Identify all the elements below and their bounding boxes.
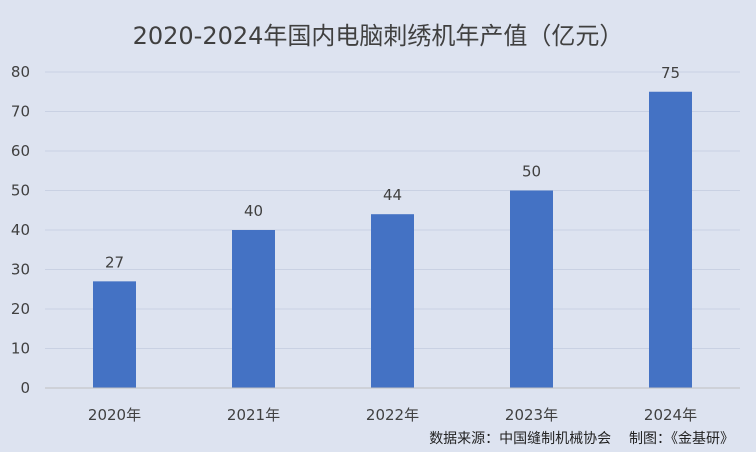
x-tick-label: 2024年 [644, 406, 697, 424]
data-label: 27 [105, 253, 124, 271]
bar [371, 214, 414, 388]
y-tick-label: 40 [11, 221, 30, 239]
bar [93, 281, 136, 388]
x-tick-label: 2023年 [505, 406, 558, 424]
bar [510, 190, 553, 388]
y-tick-label: 70 [11, 103, 30, 121]
y-tick-label: 10 [11, 340, 30, 358]
bar [649, 91, 692, 388]
source-note: 数据来源：中国缝制机械协会 制图：《金基研》 [429, 431, 734, 447]
data-label: 44 [383, 186, 402, 204]
bars [93, 91, 692, 388]
data-label: 50 [522, 163, 541, 181]
y-tick-label: 30 [11, 261, 30, 279]
y-tick-label: 0 [20, 379, 30, 397]
chart-title: 2020-2024年国内电脑刺绣机年产值（亿元） [132, 22, 624, 50]
x-tick-label: 2022年 [366, 406, 419, 424]
y-tick-label: 50 [11, 182, 30, 200]
y-axis-ticks: 0 10 20 30 40 50 60 70 80 [11, 63, 30, 397]
data-label: 75 [661, 64, 680, 82]
y-tick-label: 80 [11, 63, 30, 81]
bar [232, 230, 275, 388]
x-tick-label: 2021年 [227, 406, 280, 424]
y-tick-label: 20 [11, 300, 30, 318]
data-labels: 27 40 44 50 75 [105, 64, 680, 272]
data-label: 40 [244, 202, 263, 220]
y-tick-label: 60 [11, 142, 30, 160]
x-axis-ticks: 2020年 2021年 2022年 2023年 2024年 [88, 406, 697, 424]
x-tick-label: 2020年 [88, 406, 141, 424]
